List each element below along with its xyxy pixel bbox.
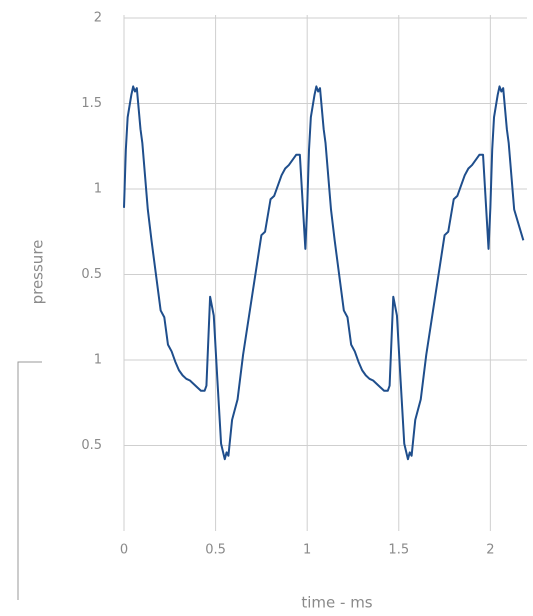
- y-tick-label: 1: [94, 182, 102, 197]
- x-tick-label: 2: [486, 543, 494, 558]
- x-tick-label: 0.5: [205, 543, 226, 558]
- bracket: [17, 361, 42, 600]
- x-axis-label: time - ms: [301, 594, 372, 612]
- y-axis-label: pressure: [29, 240, 47, 305]
- x-tick-label: 1: [303, 543, 311, 558]
- y-tick-label: 0.5: [81, 267, 102, 282]
- y-tick-label: 1: [94, 353, 102, 368]
- y-tick-label: 2: [94, 11, 102, 26]
- x-tick-label: 1.5: [388, 543, 409, 558]
- y-tick-label: 1.5: [81, 96, 102, 111]
- y-tick-label: 0.5: [81, 438, 102, 453]
- data-line: [123, 85, 525, 461]
- x-tick-label: 0: [120, 543, 128, 558]
